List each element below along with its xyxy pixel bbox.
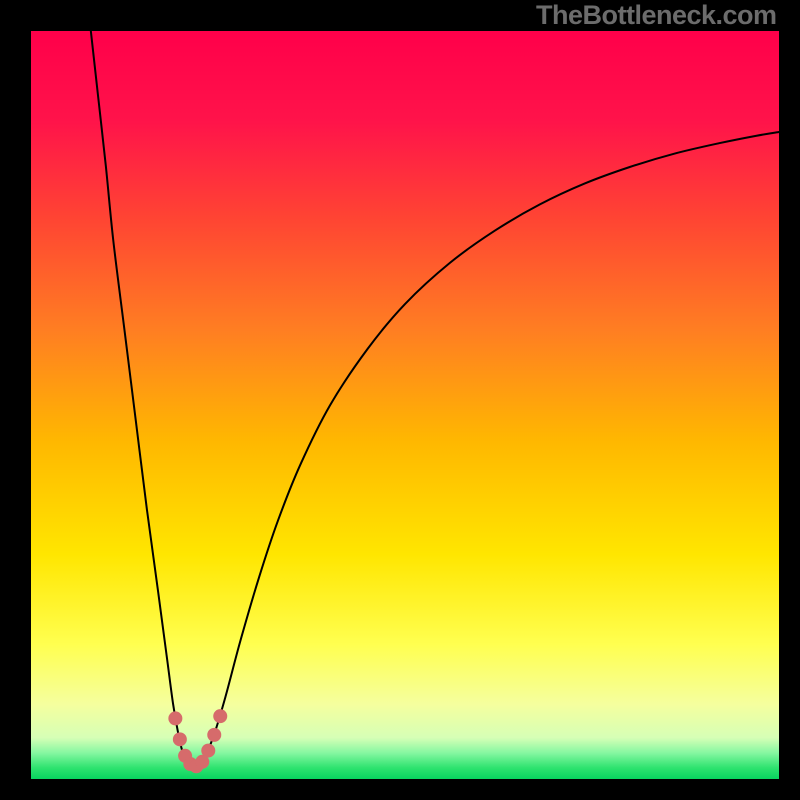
- chart-frame: TheBottleneck.com: [0, 0, 800, 800]
- watermark-text: TheBottleneck.com: [536, 0, 777, 31]
- bottleneck-chart: [0, 0, 800, 800]
- dip-marker: [173, 732, 187, 746]
- dip-marker: [201, 744, 215, 758]
- dip-marker: [207, 728, 221, 742]
- dip-marker: [213, 709, 227, 723]
- plot-background: [31, 31, 779, 779]
- dip-marker: [168, 711, 182, 725]
